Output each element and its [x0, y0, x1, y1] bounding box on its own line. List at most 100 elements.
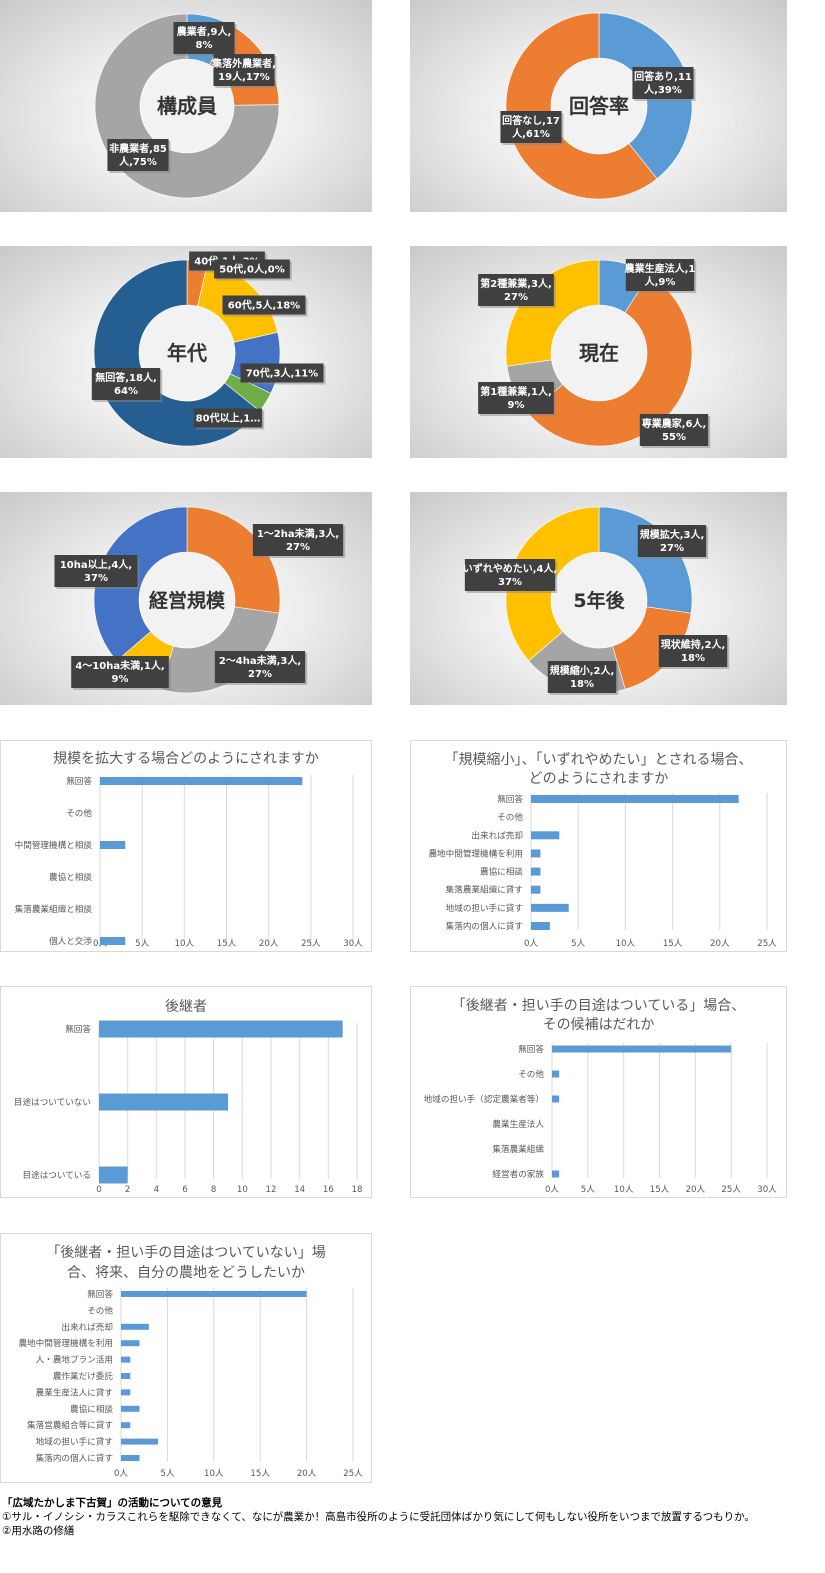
data-label-第2種兼業: 第2種兼業,3人, 27% [478, 274, 556, 308]
svg-text:第1種兼業,1人,: 第1種兼業,1人, [480, 385, 552, 398]
tick-label: 30人 [343, 938, 363, 949]
donut-hole [140, 306, 234, 400]
svg-text:回答なし,17: 回答なし,17 [502, 114, 560, 127]
data-label-80代以上: 80代以上,1… [193, 408, 265, 430]
svg-text:10ha以上,4人,: 10ha以上,4人, [60, 558, 132, 571]
tick-label: 5人 [571, 938, 585, 949]
data-label-第1種兼業: 第1種兼業,1人, 9% [478, 382, 556, 416]
donut-hole [552, 553, 646, 647]
category-label: その他 [497, 811, 523, 823]
data-label-農業者: 農業者,9人, 8% [173, 22, 237, 56]
bar-地域の担い手に貸す [531, 903, 569, 912]
bar-農地中間管理機構を利用 [121, 1340, 140, 1347]
tick-label: 25人 [301, 938, 321, 949]
category-label: 無回答 [497, 793, 523, 805]
tick-label: 20人 [686, 1184, 706, 1195]
notes-line-2: ②用水路の修繕 [2, 1525, 75, 1537]
category-label: その他 [87, 1304, 113, 1316]
category-label: 地域の担い手（認定農業者等） [424, 1093, 544, 1105]
bar-chart-shrink-method: 「規模縮小」、「いずれやめたい」とされる場合、 どのようにされますか 0人 5人 10人… [410, 740, 787, 952]
tick-label: 2 [125, 1185, 130, 1195]
svg-text:80代以上,1…: 80代以上,1… [196, 412, 261, 425]
tick-label: 5人 [160, 1468, 174, 1479]
pie-slice-第2種兼業 [505, 259, 600, 367]
category-label: 無回答 [66, 775, 92, 787]
svg-text:人,75%: 人,75% [119, 155, 157, 168]
svg-text:無回答,18人,: 無回答,18人, [95, 371, 157, 384]
donut-svg: 構成員 農業者,9人, 8% 集落外農業者,19人,17% 非農業者,85人,75% [94, 13, 280, 199]
tick-label: 4 [154, 1185, 159, 1195]
chart-title: 「後継者・担い手の目途はついている」場合、 [452, 997, 746, 1014]
tick-label: 14 [294, 1185, 305, 1195]
bar-svg: 規模を拡大する場合どのようにされますか0人5人10人15人20人25人30人無回… [15, 751, 364, 949]
svg-text:27%: 27% [504, 292, 528, 303]
tick-label: 25人 [343, 1468, 363, 1479]
data-label-10ha以上: 10ha以上,4人, 37% [54, 555, 140, 589]
data-label-4-10ha未満: 4～10ha未満,1人, 9% [71, 656, 171, 690]
data-label-集落外農業者: 集落外農業者,19人,17% [211, 54, 277, 88]
donut-svg: 経営規模 1～2ha未満,3人, 27% 2～4ha未満,3人, 27% 4～10ha未満… [54, 506, 346, 694]
tick-label: 10人 [204, 1468, 224, 1479]
category-label: 農業生産法人に貸す [36, 1386, 113, 1398]
data-label-無回答: 無回答,18人, 64% [91, 368, 163, 402]
tick-label: 0 [96, 1185, 101, 1195]
tick-label: 0人 [545, 1184, 559, 1195]
pie-slice-専業農家 [528, 274, 693, 447]
svg-text:9%: 9% [508, 400, 525, 411]
category-label: 地域の担い手に貸す [36, 1436, 113, 1448]
chart-title: 「規模縮小」、「いずれやめたい」とされる場合、 [445, 752, 753, 768]
bar-経営者の家族 [552, 1170, 560, 1178]
chart-title: 合、将来、自分の農地をどうしたいか [67, 1265, 305, 1281]
donut-hole [552, 306, 646, 400]
bar-その他 [552, 1070, 560, 1078]
svg-text:55%: 55% [662, 432, 686, 443]
data-label-60代: 60代,5人,18% [222, 295, 308, 317]
category-label: 地域の担い手に貸す [446, 902, 523, 914]
data-label-70代: 70代,3人,11% [240, 363, 326, 385]
svg-text:人,61%: 人,61% [512, 127, 550, 140]
bar-地域の担い手-認定農業者等- [552, 1095, 560, 1103]
category-label: 個人と交渉 [49, 935, 92, 947]
bar-出来れば売却 [531, 831, 560, 840]
bar-svg: 「後継者・担い手の目途はついていない」場合、将来、自分の農地をどうしたいか 0人 5… [18, 1244, 363, 1479]
donut-chart-five-years: 5年後 規模拡大,3人, 27% 現状維持,2人, 18% 規模縮小,2人, 18% いずれや… [410, 492, 787, 705]
tick-label: 10人 [616, 938, 636, 949]
tick-label: 15人 [217, 938, 237, 949]
svg-text:18%: 18% [570, 679, 594, 690]
svg-text:現状維持,2人,: 現状維持,2人, [661, 638, 726, 651]
tick-label: 10 [237, 1185, 248, 1195]
donut-chart-age: 年代40代,1人,3%50代,0人,0%60代,5人,18%70代,3人,11%… [0, 246, 372, 458]
svg-text:4～10ha未満,1人,: 4～10ha未満,1人, [75, 659, 164, 672]
tick-label: 8 [211, 1185, 216, 1195]
bar-出来れば売却 [121, 1323, 149, 1330]
data-label-現状維持: 現状維持,2人, 18% [658, 635, 730, 669]
donut-chart-farm-scale: 経営規模 1～2ha未満,3人, 27% 2～4ha未満,3人, 27% 4～10ha未満… [0, 492, 372, 705]
donut-chart-current: 現在 農業生産法人,1 人,9% 専業農家,6人, 55% 第1種兼業,1人, 9% 第2種兼… [410, 246, 787, 458]
category-label: 無回答 [65, 1023, 91, 1035]
svg-text:27%: 27% [660, 543, 684, 554]
chart-title: 「後継者・担い手の目途はついていない」場 [46, 1244, 326, 1261]
bar-人・農地プラン活用 [121, 1356, 131, 1363]
svg-text:いずれやめたい,4人,: いずれやめたい,4人, [463, 562, 558, 575]
data-label-規模拡大: 規模拡大,3人, 27% [637, 525, 709, 559]
tick-label: 10人 [614, 1184, 634, 1195]
category-label: 目途はついていない [14, 1096, 91, 1108]
bar-無回答 [100, 777, 303, 785]
category-label: 農作業だけ委託 [53, 1370, 114, 1382]
svg-text:人,9%: 人,9% [645, 275, 676, 288]
category-label: 無回答 [518, 1043, 544, 1055]
svg-text:37%: 37% [498, 577, 522, 588]
svg-text:50代,0人,0%: 50代,0人,0% [219, 263, 284, 276]
category-label: 中間管理機構と相談 [15, 839, 93, 851]
chart-title: 規模を拡大する場合どのようにされますか [53, 751, 319, 767]
data-label-専業農家: 専業農家,6人, 55% [639, 414, 711, 448]
category-label: 集落農業組織と相談 [15, 903, 93, 915]
donut-hole [552, 59, 646, 153]
tick-label: 16 [323, 1185, 334, 1195]
category-label: 無回答 [87, 1288, 113, 1300]
bar-集落農業組織に貸す [531, 885, 541, 894]
bar-集落内の個人に貸す [531, 922, 550, 930]
category-label: 人・農地プラン活用 [36, 1354, 113, 1366]
category-label: その他 [66, 807, 92, 819]
